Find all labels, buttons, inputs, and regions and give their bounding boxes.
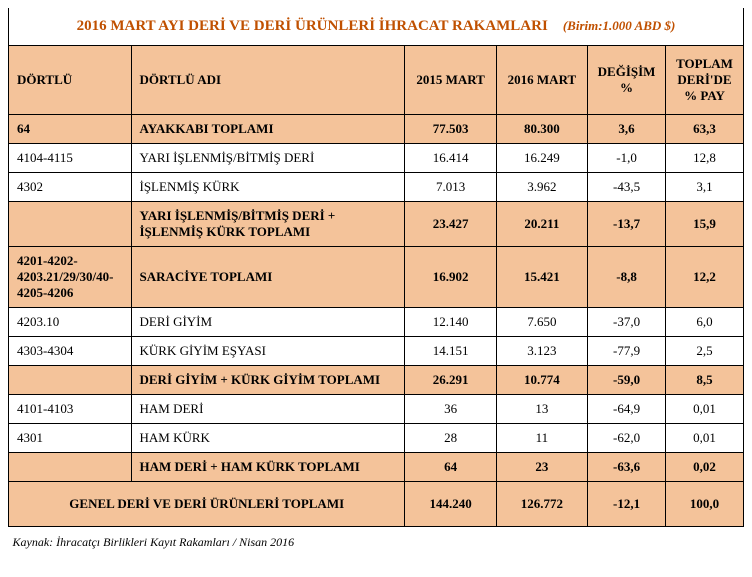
cell-pay: 63,3	[666, 115, 744, 144]
title-row: 2016 MART AYI DERİ VE DERİ ÜRÜNLERİ İHRA…	[9, 8, 744, 46]
cell-name: İŞLENMİŞ KÜRK	[131, 173, 405, 202]
cell-2015: 12.140	[405, 308, 496, 337]
cell-2016: 80.300	[496, 115, 587, 144]
cell-code: 4302	[9, 173, 132, 202]
col-code: DÖRTLÜ	[9, 46, 132, 115]
cell-chg: -77,9	[588, 337, 666, 366]
cell-chg: 3,6	[588, 115, 666, 144]
grand-total-row: GENEL DERİ VE DERİ ÜRÜNLERİ TOPLAMI 144.…	[9, 482, 744, 527]
cell-name: DERİ GİYİM	[131, 308, 405, 337]
table-row: 4104-4115YARI İŞLENMİŞ/BİTMİŞ DERİ16.414…	[9, 144, 744, 173]
cell-chg: -43,5	[588, 173, 666, 202]
cell-name: AYAKKABI TOPLAMI	[131, 115, 405, 144]
table-title: 2016 MART AYI DERİ VE DERİ ÜRÜNLERİ İHRA…	[77, 18, 548, 34]
cell-2016: 23	[496, 453, 587, 482]
source-row: Kaynak: İhracatçı Birlikleri Kayıt Rakam…	[9, 527, 744, 555]
cell-pay: 0,02	[666, 453, 744, 482]
cell-pay: 2,5	[666, 337, 744, 366]
col-2016: 2016 MART	[496, 46, 587, 115]
table-row: 4201-4202-4203.21/29/30/40-4205-4206SARA…	[9, 247, 744, 308]
cell-2016: 7.650	[496, 308, 587, 337]
cell-pay: 12,8	[666, 144, 744, 173]
cell-code: 64	[9, 115, 132, 144]
cell-2015: 36	[405, 395, 496, 424]
cell-code	[9, 453, 132, 482]
cell-name: DERİ GİYİM + KÜRK GİYİM TOPLAMI	[131, 366, 405, 395]
cell-pay: 3,1	[666, 173, 744, 202]
cell-name: KÜRK GİYİM EŞYASI	[131, 337, 405, 366]
cell-pay: 12,2	[666, 247, 744, 308]
cell-2015: 16.414	[405, 144, 496, 173]
table-row: 4302İŞLENMİŞ KÜRK7.0133.962-43,53,1	[9, 173, 744, 202]
cell-chg: -62,0	[588, 424, 666, 453]
cell-2015: 77.503	[405, 115, 496, 144]
cell-name: SARACİYE TOPLAMI	[131, 247, 405, 308]
cell-2016: 15.421	[496, 247, 587, 308]
cell-chg: -64,9	[588, 395, 666, 424]
export-table: 2016 MART AYI DERİ VE DERİ ÜRÜNLERİ İHRA…	[8, 8, 744, 554]
table-unit: (Birim:1.000 ABD $)	[563, 18, 676, 33]
cell-2015: 14.151	[405, 337, 496, 366]
grand-pay: 100,0	[666, 482, 744, 527]
cell-name: YARI İŞLENMİŞ/BİTMİŞ DERİ + İŞLENMİŞ KÜR…	[131, 202, 405, 247]
cell-code: 4203.10	[9, 308, 132, 337]
cell-code	[9, 202, 132, 247]
cell-name: YARI İŞLENMİŞ/BİTMİŞ DERİ	[131, 144, 405, 173]
cell-code: 4201-4202-4203.21/29/30/40-4205-4206	[9, 247, 132, 308]
cell-2015: 23.427	[405, 202, 496, 247]
cell-code: 4303-4304	[9, 337, 132, 366]
cell-chg: -63,6	[588, 453, 666, 482]
cell-2016: 20.211	[496, 202, 587, 247]
cell-code	[9, 366, 132, 395]
cell-pay: 0,01	[666, 395, 744, 424]
cell-2015: 16.902	[405, 247, 496, 308]
table-container: 2016 MART AYI DERİ VE DERİ ÜRÜNLERİ İHRA…	[8, 8, 744, 554]
cell-code: 4301	[9, 424, 132, 453]
cell-pay: 6,0	[666, 308, 744, 337]
cell-chg: -13,7	[588, 202, 666, 247]
grand-2015: 144.240	[405, 482, 496, 527]
col-change: DEĞİŞİM %	[588, 46, 666, 115]
cell-pay: 8,5	[666, 366, 744, 395]
cell-2016: 16.249	[496, 144, 587, 173]
cell-chg: -59,0	[588, 366, 666, 395]
table-row: 4203.10DERİ GİYİM12.1407.650-37,06,0	[9, 308, 744, 337]
table-row: 64AYAKKABI TOPLAMI77.50380.3003,663,3	[9, 115, 744, 144]
cell-code: 4104-4115	[9, 144, 132, 173]
cell-2016: 3.962	[496, 173, 587, 202]
cell-2015: 7.013	[405, 173, 496, 202]
cell-name: HAM KÜRK	[131, 424, 405, 453]
cell-2015: 64	[405, 453, 496, 482]
cell-pay: 0,01	[666, 424, 744, 453]
grand-label: GENEL DERİ VE DERİ ÜRÜNLERİ TOPLAMI	[9, 482, 405, 527]
table-row: YARI İŞLENMİŞ/BİTMİŞ DERİ + İŞLENMİŞ KÜR…	[9, 202, 744, 247]
table-row: 4301HAM KÜRK2811-62,00,01	[9, 424, 744, 453]
cell-code: 4101-4103	[9, 395, 132, 424]
cell-2016: 3.123	[496, 337, 587, 366]
cell-chg: -37,0	[588, 308, 666, 337]
cell-name: HAM DERİ	[131, 395, 405, 424]
table-row: HAM DERİ + HAM KÜRK TOPLAMI6423-63,60,02	[9, 453, 744, 482]
table-row: 4303-4304KÜRK GİYİM EŞYASI14.1513.123-77…	[9, 337, 744, 366]
table-body: 64AYAKKABI TOPLAMI77.50380.3003,663,3410…	[9, 115, 744, 482]
header-row: DÖRTLÜ DÖRTLÜ ADI 2015 MART 2016 MART DE…	[9, 46, 744, 115]
cell-chg: -8,8	[588, 247, 666, 308]
cell-2016: 10.774	[496, 366, 587, 395]
cell-2016: 11	[496, 424, 587, 453]
cell-2016: 13	[496, 395, 587, 424]
col-share: TOPLAM DERİ'DE % PAY	[666, 46, 744, 115]
source-text: Kaynak: İhracatçı Birlikleri Kayıt Rakam…	[9, 527, 744, 555]
cell-name: HAM DERİ + HAM KÜRK TOPLAMI	[131, 453, 405, 482]
grand-chg: -12,1	[588, 482, 666, 527]
col-name: DÖRTLÜ ADI	[131, 46, 405, 115]
cell-chg: -1,0	[588, 144, 666, 173]
table-row: DERİ GİYİM + KÜRK GİYİM TOPLAMI26.29110.…	[9, 366, 744, 395]
col-2015: 2015 MART	[405, 46, 496, 115]
cell-pay: 15,9	[666, 202, 744, 247]
table-row: 4101-4103HAM DERİ3613-64,90,01	[9, 395, 744, 424]
grand-2016: 126.772	[496, 482, 587, 527]
cell-2015: 26.291	[405, 366, 496, 395]
cell-2015: 28	[405, 424, 496, 453]
